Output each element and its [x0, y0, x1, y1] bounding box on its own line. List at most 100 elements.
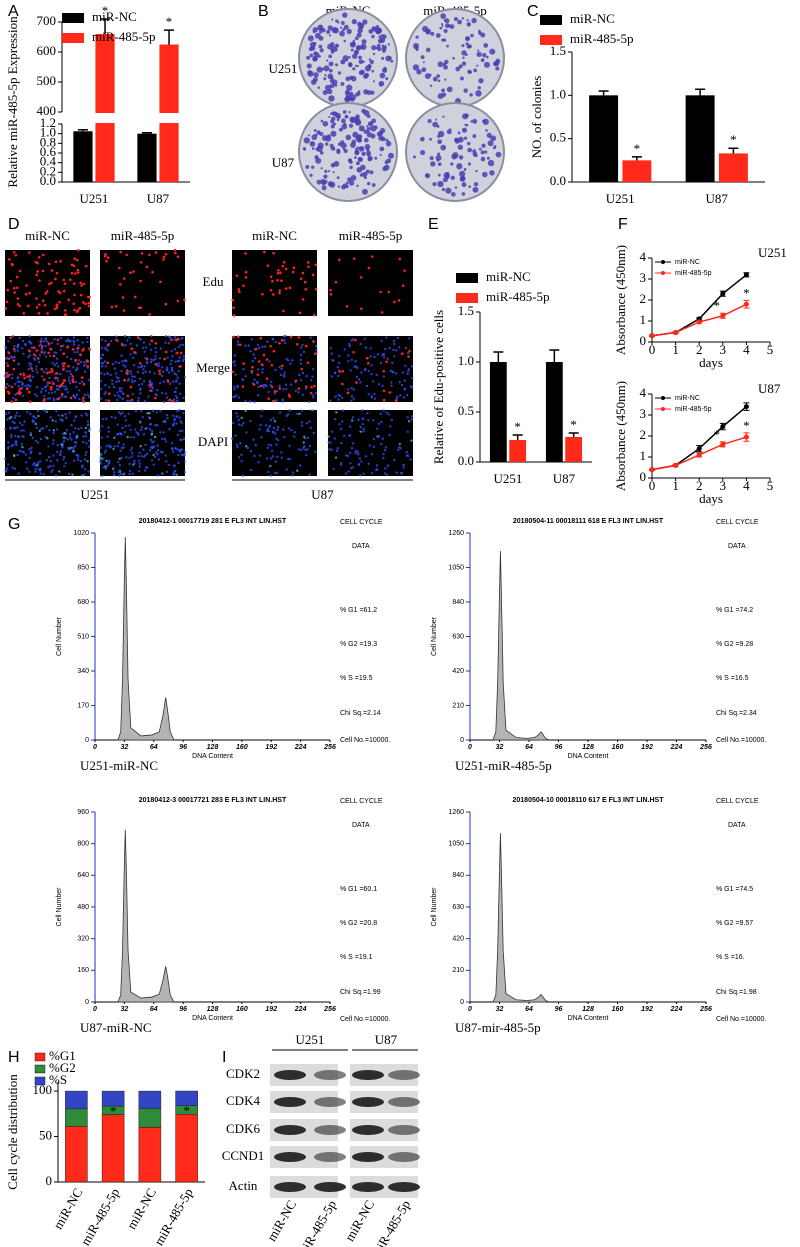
- colony: [353, 49, 359, 55]
- nucleus: [133, 459, 136, 463]
- nucleus: [408, 337, 411, 340]
- nucleus: [44, 355, 48, 358]
- chart-title: 20180412-3 00017721 283 E FL3 INT LIN.HS…: [139, 797, 287, 804]
- nucleus: [183, 460, 187, 463]
- nucleus: [138, 470, 141, 473]
- edu-nucleus: [88, 348, 91, 351]
- edu-nucleus: [263, 250, 266, 254]
- nucleus: [86, 336, 89, 340]
- edu-nucleus: [266, 264, 270, 267]
- colony: [377, 43, 381, 48]
- edu-nucleus: [87, 301, 91, 305]
- panel-letter: G: [8, 516, 20, 533]
- edu-nucleus: [271, 279, 274, 283]
- nucleus: [147, 384, 151, 387]
- nucleus: [112, 447, 115, 451]
- nucleus: [252, 353, 256, 356]
- nucleus: [336, 365, 339, 369]
- nucleus: [398, 380, 401, 384]
- nucleus: [183, 453, 186, 457]
- colony: [370, 125, 377, 132]
- legend-label: %S: [49, 1072, 67, 1087]
- nucleus: [67, 376, 71, 379]
- edu-nucleus: [154, 251, 158, 254]
- edu-nucleus: [62, 352, 66, 355]
- nucleus: [174, 386, 178, 390]
- nucleus: [242, 421, 245, 425]
- nucleus: [116, 423, 119, 426]
- nucleus: [300, 448, 303, 451]
- colony: [441, 38, 445, 42]
- significance: *: [730, 132, 737, 147]
- colony: [341, 118, 346, 124]
- nucleus: [145, 466, 149, 469]
- nucleus: [148, 381, 152, 384]
- nucleus: [28, 378, 31, 382]
- significance: *: [743, 418, 750, 433]
- plate: [405, 102, 505, 202]
- nucleus: [36, 441, 40, 444]
- protein-label: CDK6: [226, 1121, 260, 1136]
- bar-segment: [175, 1114, 198, 1183]
- nucleus: [104, 339, 107, 343]
- nucleus: [176, 376, 179, 379]
- nucleus: [373, 355, 376, 359]
- edu-nucleus: [231, 298, 235, 302]
- colony: [370, 90, 375, 95]
- nucleus: [253, 378, 256, 381]
- nucleus: [36, 464, 40, 467]
- nucleus: [404, 346, 408, 350]
- nucleus: [45, 425, 48, 428]
- nucleus: [130, 446, 134, 450]
- edu-nucleus: [105, 259, 108, 263]
- nucleus: [7, 411, 11, 414]
- nucleus: [275, 390, 279, 393]
- nucleus: [368, 444, 372, 447]
- nucleus: [311, 375, 314, 378]
- colony: [309, 173, 313, 177]
- histogram-area: [117, 829, 175, 1003]
- colony: [429, 137, 432, 141]
- nucleus: [72, 431, 75, 434]
- nucleus: [273, 392, 276, 395]
- blot-band: [352, 1182, 384, 1192]
- nucleus: [113, 445, 116, 448]
- colony: [328, 95, 335, 102]
- nucleus: [361, 409, 364, 412]
- edu-nucleus: [176, 299, 180, 303]
- colony: [306, 63, 312, 69]
- colony: [339, 30, 345, 37]
- edu-nucleus: [284, 267, 288, 271]
- colony: [468, 185, 471, 188]
- nucleus: [61, 362, 64, 365]
- nucleus: [162, 380, 166, 383]
- nucleus: [141, 346, 145, 350]
- nucleus: [148, 412, 151, 415]
- y-tick-label: 0: [640, 469, 647, 484]
- nucleus: [327, 441, 330, 444]
- edu-nucleus: [310, 385, 313, 389]
- nucleus: [149, 422, 153, 426]
- nucleus: [270, 444, 273, 447]
- protein-label: CDK2: [226, 1066, 260, 1081]
- nucleus: [65, 428, 69, 432]
- blot-band: [314, 1182, 346, 1192]
- nucleus: [156, 444, 159, 448]
- nucleus: [21, 339, 25, 343]
- nucleus: [165, 413, 169, 417]
- edu-nucleus: [231, 370, 235, 374]
- nucleus: [62, 458, 65, 461]
- x-tick-label: U251: [606, 191, 635, 206]
- edu-nucleus: [46, 312, 49, 315]
- nucleus: [285, 468, 288, 471]
- nucleus: [314, 344, 318, 348]
- colony: [466, 22, 472, 27]
- nucleus: [379, 361, 383, 365]
- x-tick-label: 96: [179, 1006, 187, 1013]
- edu-nucleus: [58, 385, 61, 388]
- nucleus: [83, 467, 87, 471]
- nucleus: [99, 372, 103, 375]
- nucleus: [157, 449, 160, 452]
- nucleus: [301, 393, 305, 397]
- nucleus: [402, 463, 405, 467]
